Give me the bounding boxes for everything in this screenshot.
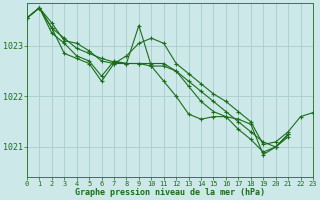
X-axis label: Graphe pression niveau de la mer (hPa): Graphe pression niveau de la mer (hPa): [75, 188, 265, 197]
